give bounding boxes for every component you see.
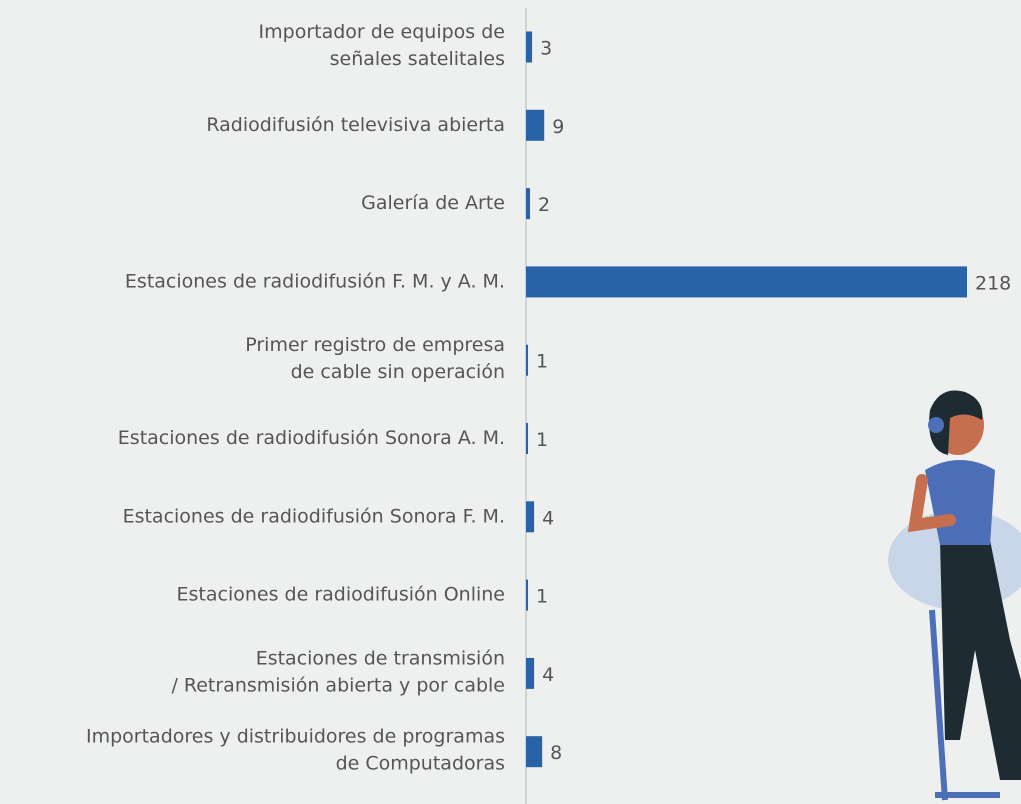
value-label: 1 xyxy=(536,351,548,373)
category-label: Radiodifusión televisiva abierta xyxy=(206,114,505,136)
category-label: señales satelitales xyxy=(330,48,505,70)
page: Importador de equipos de señales satelita… xyxy=(0,0,1021,804)
bar xyxy=(526,580,528,611)
value-label: 4 xyxy=(542,507,554,529)
background xyxy=(0,0,1021,804)
headphone xyxy=(928,417,944,433)
bar xyxy=(526,110,544,141)
bar xyxy=(526,32,532,63)
value-label: 3 xyxy=(540,38,552,60)
category-label: de cable sin operación xyxy=(291,361,505,383)
value-label: 9 xyxy=(552,116,564,138)
category-label: Primer registro de empresa xyxy=(245,334,505,356)
value-label: 1 xyxy=(536,586,548,608)
bar xyxy=(526,188,530,219)
category-label: de Computadoras xyxy=(336,753,505,775)
category-label: Estaciones de radiodifusión F. M. y A. M… xyxy=(125,270,505,292)
category-label: Estaciones de radiodifusión Sonora F. M. xyxy=(123,505,505,527)
bar xyxy=(526,423,528,454)
value-label: 8 xyxy=(550,742,562,764)
value-label: 4 xyxy=(542,664,554,686)
category-label: Importador de equipos de xyxy=(259,21,505,43)
bar xyxy=(526,736,542,767)
category-label: / Retransmisión abierta y por cable xyxy=(171,674,505,696)
value-label: 2 xyxy=(538,194,550,216)
bar xyxy=(526,501,534,532)
bar xyxy=(526,345,528,376)
category-label: Importadores y distribuidores de program… xyxy=(86,726,505,748)
category-label: Galería de Arte xyxy=(361,192,505,214)
category-label: Estaciones de radiodifusión Sonora A. M. xyxy=(118,427,505,449)
category-label: Estaciones de transmisión xyxy=(256,647,505,669)
value-label: 218 xyxy=(975,272,1011,294)
value-label: 1 xyxy=(536,429,548,451)
chart: Importador de equipos de señales satelita… xyxy=(0,0,1021,804)
category-label: Estaciones de radiodifusión Online xyxy=(177,584,505,606)
bar xyxy=(526,266,967,297)
bar xyxy=(526,658,534,689)
